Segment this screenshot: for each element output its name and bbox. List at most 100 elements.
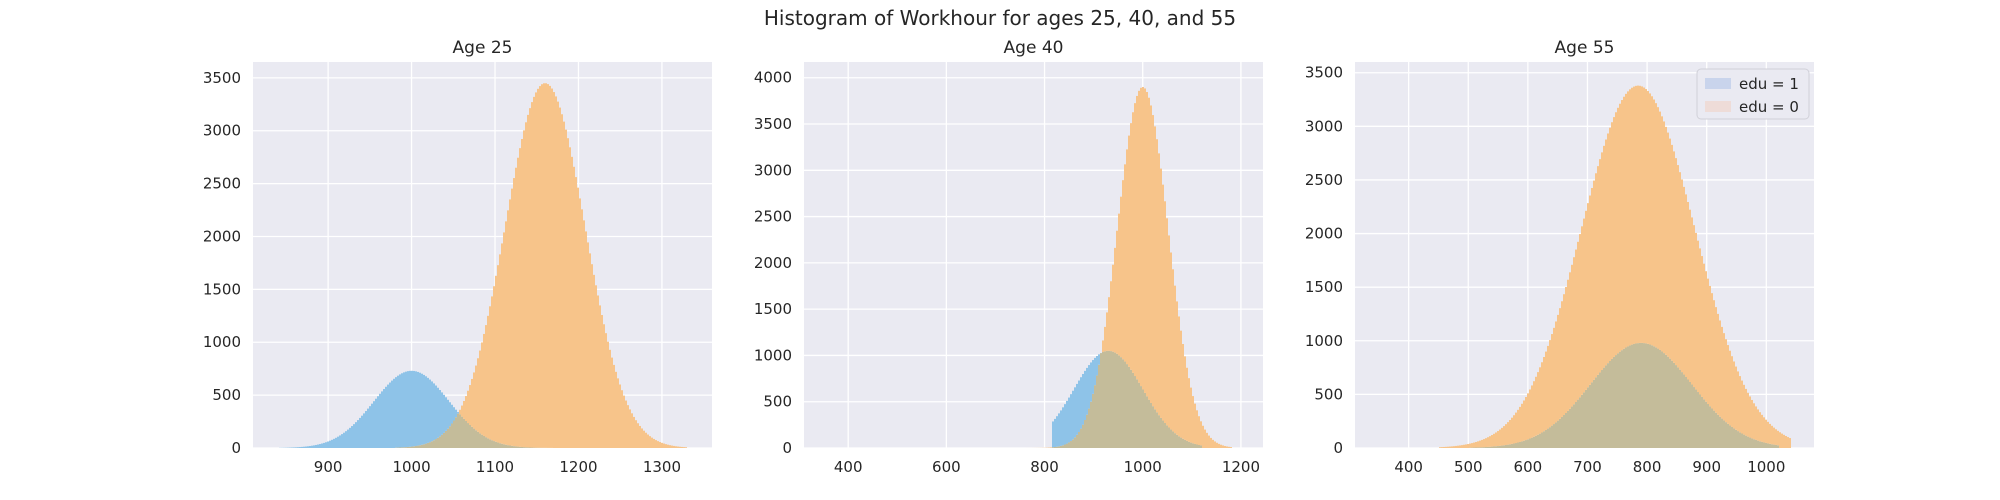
y-tick-label: 500 xyxy=(1314,385,1343,403)
edu0-bar xyxy=(1673,151,1675,363)
overlap-bar xyxy=(521,446,523,448)
edu0-bar xyxy=(1769,423,1771,444)
overlap-bar xyxy=(1593,379,1595,448)
edu0-bar xyxy=(1665,126,1667,355)
overlap-bar xyxy=(1673,362,1675,448)
overlap-bar xyxy=(425,443,427,448)
overlap-bar xyxy=(1485,447,1487,448)
edu0-bar xyxy=(617,378,619,448)
overlap-bar xyxy=(1633,343,1635,448)
overlap-bar xyxy=(1651,345,1653,448)
overlap-bar xyxy=(1503,445,1505,448)
overlap-bar xyxy=(1629,345,1631,448)
edu1-bar xyxy=(293,447,295,448)
overlap-bar xyxy=(1537,434,1539,448)
edu0-bar xyxy=(1647,91,1649,344)
overlap-bar xyxy=(1727,423,1729,448)
overlap-bar xyxy=(1092,393,1094,448)
edu0-bar xyxy=(571,156,573,448)
edu0-bar xyxy=(581,209,583,448)
edu0-bar xyxy=(501,243,503,444)
edu0-bar xyxy=(675,446,677,448)
edu0-bar xyxy=(1535,376,1537,436)
edu0-bar xyxy=(1170,252,1172,430)
edu1-bar xyxy=(301,446,303,448)
edu0-bar xyxy=(1188,378,1190,442)
overlap-bar xyxy=(1645,343,1647,448)
overlap-bar xyxy=(1527,439,1529,448)
edu0-bar xyxy=(1729,350,1731,426)
panel-age-25: 900 1000 1100 1200 1300 0 500 1000 1500 2000 2500 3… xyxy=(203,38,712,476)
overlap-bar xyxy=(443,432,445,448)
edu1-bar xyxy=(327,441,329,448)
edu0-bar xyxy=(1166,218,1168,426)
overlap-bar xyxy=(1499,445,1501,448)
edu0-bar xyxy=(1775,429,1777,445)
overlap-bar xyxy=(1553,424,1555,448)
overlap-bar xyxy=(1186,440,1188,448)
overlap-bar xyxy=(1533,436,1535,448)
edu0-bar xyxy=(1531,385,1533,438)
edu1-bar xyxy=(429,379,431,443)
y-tick-label: 2500 xyxy=(1305,171,1343,189)
overlap-bar xyxy=(1705,401,1707,448)
edu1-bar xyxy=(1090,362,1092,402)
edu0-bar xyxy=(1701,256,1703,397)
edu0-bar xyxy=(1180,330,1182,438)
edu0-bar xyxy=(517,157,519,447)
edu0-bar xyxy=(591,264,593,448)
overlap-bar xyxy=(1088,408,1090,448)
overlap-bar xyxy=(1583,392,1585,448)
edu0-bar xyxy=(1671,144,1673,361)
edu0-bar xyxy=(1210,437,1212,448)
y-tick-label: 0 xyxy=(231,439,241,457)
edu0-bar xyxy=(1703,263,1705,400)
edu0-bar xyxy=(573,166,575,448)
y-tick-label: 2000 xyxy=(203,227,241,245)
edu0-bar xyxy=(599,305,601,448)
y-tick-label: 1000 xyxy=(1305,332,1343,350)
edu0-bar xyxy=(613,364,615,448)
edu0-bar xyxy=(609,349,611,448)
edu0-bar xyxy=(1713,300,1715,411)
x-tick-label: 1000 xyxy=(1124,458,1162,476)
edu0-bar xyxy=(1178,316,1180,437)
overlap-bar xyxy=(1090,401,1092,448)
overlap-bar xyxy=(1178,436,1180,448)
edu0-bar xyxy=(1128,135,1130,367)
overlap-bar xyxy=(1735,429,1737,448)
overlap-bar xyxy=(1545,429,1547,448)
edu0-bar xyxy=(1559,308,1561,419)
overlap-bar xyxy=(1076,434,1078,448)
overlap-bar xyxy=(1771,444,1773,448)
edu0-bar xyxy=(497,265,499,443)
overlap-bar xyxy=(1180,437,1182,448)
edu0-bar xyxy=(1164,201,1166,424)
edu0-bar xyxy=(467,390,469,424)
overlap-bar xyxy=(433,440,435,448)
edu0-bar xyxy=(1503,426,1505,446)
edu0-bar xyxy=(603,324,605,448)
edu0-bar xyxy=(583,220,585,448)
overlap-bar xyxy=(1096,375,1098,448)
x-tick-label: 1300 xyxy=(643,458,681,476)
overlap-bar xyxy=(475,430,477,448)
edu0-bar xyxy=(1507,422,1509,445)
overlap-bar xyxy=(1755,439,1757,448)
edu0-bar xyxy=(1745,388,1747,436)
edu0-bar xyxy=(1695,232,1697,390)
edu0-bar xyxy=(1779,432,1781,448)
y-tick-label: 3000 xyxy=(1305,117,1343,135)
overlap-bar xyxy=(1707,404,1709,448)
overlap-bar xyxy=(1060,445,1062,448)
overlap-bar xyxy=(1773,444,1775,448)
edu1-bar xyxy=(411,370,413,447)
edu0-bar xyxy=(1513,415,1515,444)
overlap-bar xyxy=(1639,342,1641,448)
edu0-bar xyxy=(1593,180,1595,380)
edu0-bar xyxy=(667,444,669,448)
edu0-bar xyxy=(1643,87,1645,344)
overlap-bar xyxy=(1623,348,1625,448)
edu0-bar xyxy=(639,425,641,448)
overlap-bar xyxy=(427,442,429,448)
